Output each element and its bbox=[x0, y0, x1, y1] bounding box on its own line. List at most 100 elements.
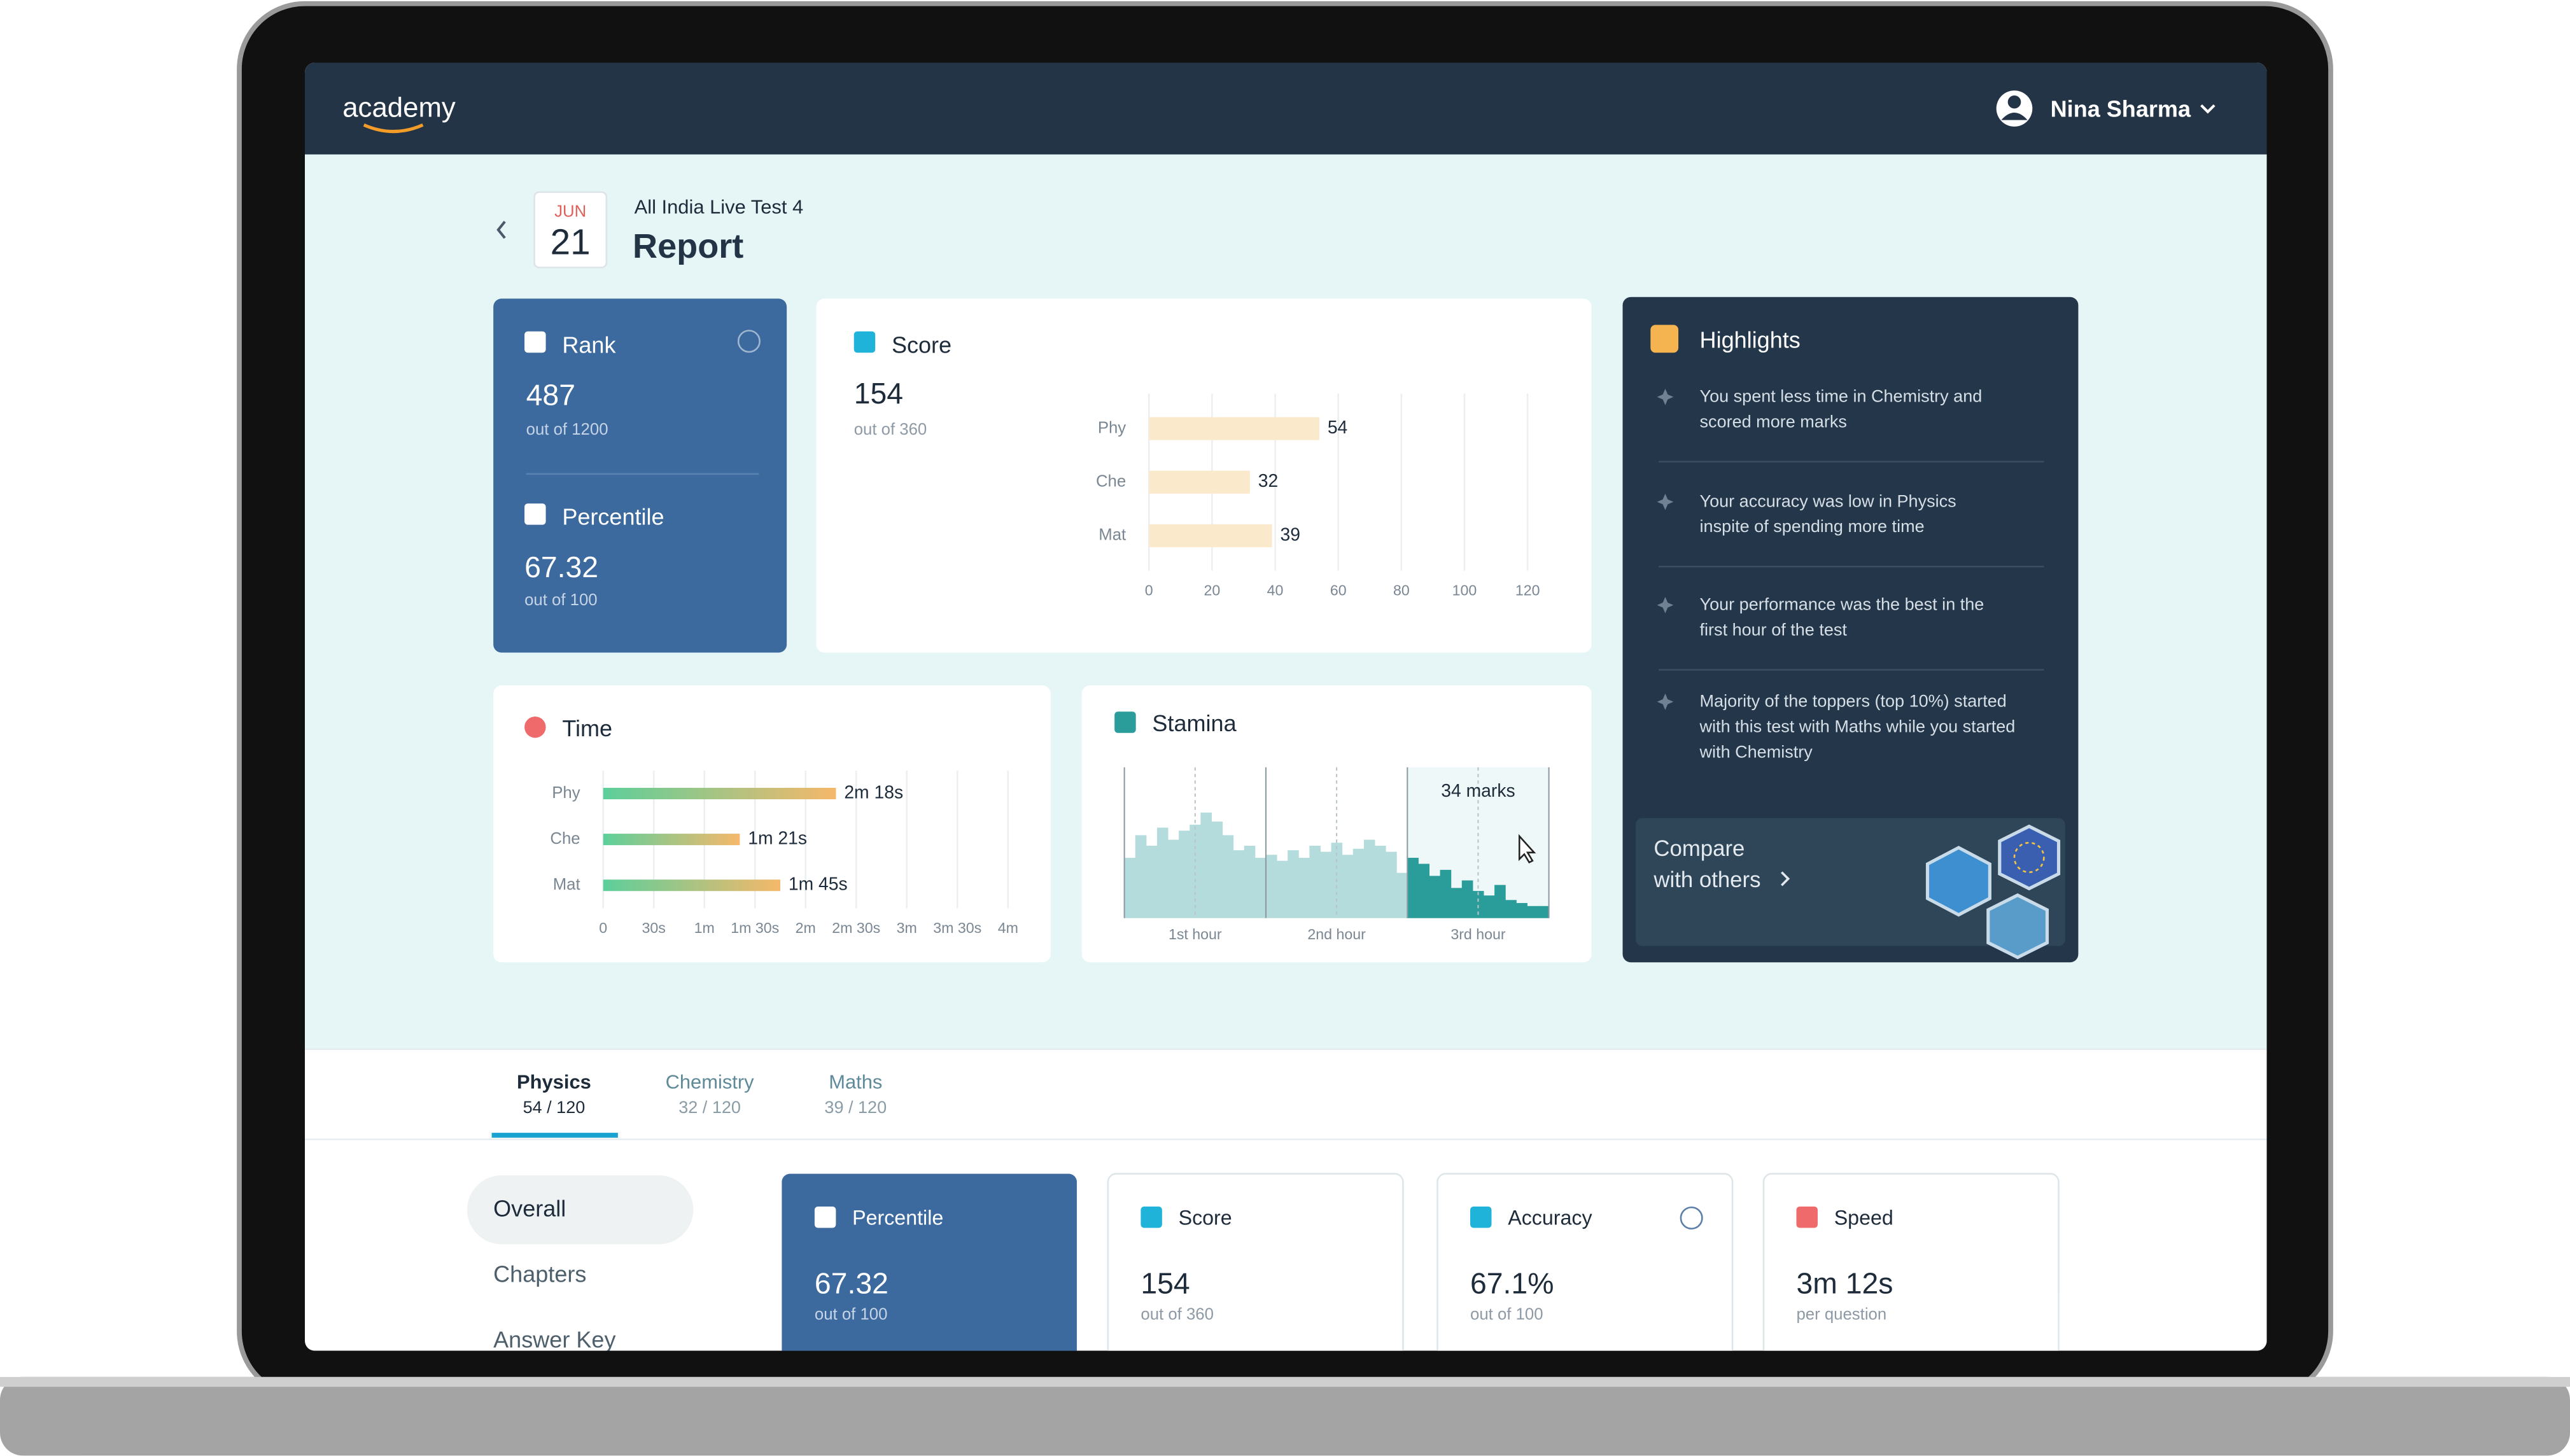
stat-title: Accuracy bbox=[1508, 1206, 1592, 1229]
menu-item[interactable]: Answer Key bbox=[493, 1326, 615, 1352]
rank-value: 487 bbox=[526, 379, 575, 412]
side-menu: Overall Chapters Answer Key bbox=[493, 1195, 615, 1352]
date-box bbox=[533, 191, 608, 269]
bar bbox=[1309, 846, 1321, 918]
y-tick-label: Mat bbox=[553, 876, 580, 893]
bar bbox=[1135, 835, 1147, 918]
tab-score[interactable]: 39 / 120 bbox=[824, 1098, 887, 1117]
stat-card bbox=[1762, 1173, 2060, 1351]
stat-value: 154 bbox=[1141, 1266, 1190, 1299]
date-month: JUN bbox=[554, 203, 586, 221]
badge bbox=[1998, 824, 2061, 891]
stamina-chart: 1st hour 2nd hour 3rd hour 34 marks bbox=[1123, 767, 1550, 942]
rank-sub: out of 1200 bbox=[526, 421, 608, 438]
highlight-text: Your accuracy was low in Physics bbox=[1700, 491, 1956, 510]
bar bbox=[1352, 848, 1365, 918]
stat-title: Score bbox=[1179, 1206, 1232, 1229]
bar bbox=[1494, 885, 1506, 918]
bar bbox=[1149, 524, 1272, 547]
stat-cards: Percentile 67.32 out of 100 Score 154 out of … bbox=[782, 1173, 2060, 1351]
x-tick-label: 40 bbox=[1267, 582, 1284, 598]
bar bbox=[1244, 846, 1256, 918]
y-tick-label: Che bbox=[550, 830, 580, 848]
bar bbox=[1429, 876, 1441, 918]
section-label: 1st hour bbox=[1169, 926, 1222, 942]
bullet-star bbox=[1657, 388, 1674, 405]
stat-sub: out of 360 bbox=[1141, 1306, 1214, 1324]
bar bbox=[1472, 891, 1484, 918]
rank-card bbox=[493, 298, 787, 653]
user-menu-chevron[interactable] bbox=[2200, 104, 2215, 114]
stat-title: Percentile bbox=[852, 1206, 943, 1229]
tab-score[interactable]: 54 / 120 bbox=[523, 1098, 586, 1117]
bullet-star bbox=[1657, 596, 1674, 613]
bar bbox=[1396, 872, 1408, 918]
highlights-icon bbox=[1650, 325, 1679, 353]
y-tick-label: Phy bbox=[1098, 419, 1126, 437]
highlight-text: Majority of the toppers (top 10%) starte… bbox=[1700, 692, 2007, 711]
user-icon-head bbox=[2007, 95, 2021, 109]
bar bbox=[1222, 835, 1234, 918]
bar bbox=[1450, 888, 1463, 918]
x-tick-label: 2m bbox=[796, 920, 816, 936]
y-tick-label: Che bbox=[1096, 473, 1126, 491]
bar bbox=[603, 834, 740, 846]
info-icon[interactable] bbox=[1680, 1206, 1703, 1230]
highlight-text: inspite of spending more time bbox=[1700, 517, 1925, 536]
cursor bbox=[1518, 834, 1536, 864]
x-tick-label: 100 bbox=[1452, 582, 1477, 598]
logo[interactable]: academy bbox=[342, 92, 456, 123]
bar bbox=[1190, 824, 1201, 918]
user-name[interactable]: Nina Sharma bbox=[2051, 95, 2191, 122]
bar bbox=[1298, 857, 1310, 918]
data-label: 1m 45s bbox=[789, 874, 848, 895]
tab-name[interactable]: Chemistry bbox=[666, 1071, 755, 1093]
annotation: 34 marks bbox=[1441, 781, 1515, 801]
highlight-text: with Chemistry bbox=[1699, 742, 1813, 761]
page-title: Report bbox=[633, 227, 743, 265]
tab-name[interactable]: Physics bbox=[517, 1071, 591, 1093]
back-button[interactable] bbox=[496, 220, 506, 239]
bar bbox=[1363, 839, 1375, 918]
highlights-card bbox=[1622, 297, 2079, 963]
bar bbox=[1320, 851, 1332, 918]
x-tick-label: 60 bbox=[1330, 582, 1347, 598]
x-tick-label: 120 bbox=[1515, 582, 1540, 598]
bar bbox=[1418, 864, 1430, 918]
stat-value: 3m 12s bbox=[1796, 1266, 1893, 1299]
score-icon bbox=[853, 331, 876, 353]
data-label: 54 bbox=[1328, 417, 1348, 438]
badge bbox=[1925, 846, 1991, 917]
data-label: 32 bbox=[1258, 471, 1279, 491]
compare-line[interactable]: with others bbox=[1653, 868, 1760, 892]
y-tick-label: Mat bbox=[1099, 526, 1126, 544]
bar bbox=[1527, 906, 1539, 918]
rank-title: Rank bbox=[562, 332, 616, 358]
data-label: 2m 18s bbox=[844, 782, 903, 802]
active-tab-indicator bbox=[491, 1133, 618, 1138]
stamina-icon bbox=[1114, 711, 1136, 733]
tab-score[interactable]: 32 / 120 bbox=[678, 1098, 741, 1117]
bar bbox=[603, 879, 780, 892]
x-tick-label: 1m bbox=[694, 920, 715, 936]
x-tick-label: 2m 30s bbox=[832, 920, 880, 936]
tab-name[interactable]: Maths bbox=[829, 1071, 882, 1093]
laptop-base bbox=[0, 1376, 2570, 1456]
time-chart: 0 30s 1m 1m 30s 2m 2m 30s 3m 3m 30s 4m Phy 2m 18s C… bbox=[550, 770, 1018, 936]
bar bbox=[1124, 857, 1136, 918]
time-title: Time bbox=[562, 715, 612, 741]
compare-line[interactable]: Compare bbox=[1654, 837, 1745, 861]
x-tick-label: 3m bbox=[897, 920, 917, 936]
stat-icon bbox=[814, 1206, 836, 1228]
x-tick-label: 30s bbox=[642, 920, 666, 936]
info-icon[interactable] bbox=[737, 330, 761, 353]
x-tick-label: 1m 30s bbox=[731, 920, 779, 936]
menu-item[interactable]: Chapters bbox=[493, 1261, 586, 1287]
menu-item[interactable]: Overall bbox=[493, 1195, 566, 1221]
bar bbox=[1516, 903, 1527, 918]
time-card bbox=[493, 685, 1051, 963]
bar bbox=[1538, 906, 1550, 918]
compare-chevron[interactable] bbox=[1781, 871, 1790, 886]
x-tick-label: 0 bbox=[1145, 582, 1153, 598]
